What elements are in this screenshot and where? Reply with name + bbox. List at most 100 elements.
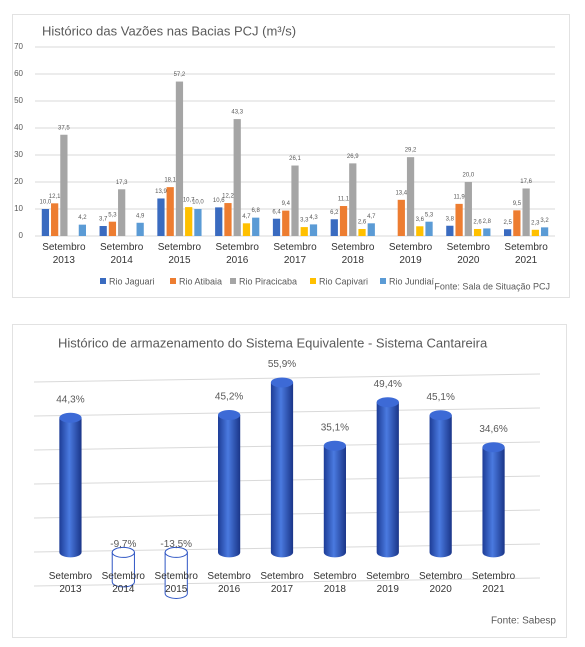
data-label: 4,3 [309,215,318,221]
data-label: 17,3 [116,180,128,186]
data-label: 12,2 [222,194,234,200]
data-label: 2,6 [473,220,482,226]
bar-cap [59,412,82,423]
data-label: 10,0 [192,200,204,206]
data-label: 18,1 [164,178,176,184]
data-label: -9,7% [110,539,136,550]
x-tick-label: Setembro 2016 [215,242,259,266]
bar-cap [270,377,294,388]
legend-swatch [310,278,316,284]
legend-label: Rio Atibaia [179,276,222,286]
bar [242,223,251,236]
x-tick-label: Setembro 2020 [446,242,490,266]
bar-cap [323,440,346,451]
bar [166,187,174,236]
y-tick-label: 10 [14,204,23,213]
data-label: 3,8 [446,216,455,222]
data-label: 45,2% [215,392,243,403]
bar [175,81,184,236]
data-label: 13,4 [395,190,407,196]
data-label: -13,5% [160,539,192,550]
data-label: 37,5 [58,125,70,131]
bar [194,209,202,236]
bar [300,227,308,236]
x-tick-label: Setembro 2018 [313,571,357,595]
data-label: 2,6 [358,220,367,226]
data-label: 6,2 [330,210,339,216]
data-label: 13,9 [155,189,167,195]
data-label: 10,6 [213,198,225,204]
bar [323,445,346,558]
bar [291,165,299,236]
bar [482,447,505,558]
bar [473,228,482,236]
x-tick-label: Setembro 2013 [42,242,86,266]
data-label: 3,6 [416,217,425,223]
bar [397,199,405,236]
bar [446,225,454,236]
bar [540,227,549,236]
data-label: 6,4 [272,209,281,215]
data-label: 5,3 [108,212,117,218]
data-label: 2,8 [483,219,492,225]
bar [51,203,59,236]
bar [455,203,463,236]
data-label: 17,6 [520,179,532,185]
bar [218,414,241,558]
bar-cap [482,442,505,453]
bar [41,209,50,236]
bar [483,228,491,236]
y-tick-label: 70 [14,42,23,51]
data-label: 49,4% [374,379,402,390]
bar [272,218,281,236]
bar [270,382,294,558]
data-label: 3,3 [300,218,309,224]
legend-label: Rio Jaguari [109,276,155,286]
bar [504,229,512,236]
bar [164,551,188,599]
bar [339,206,348,236]
bar [464,182,472,236]
y-tick-label: 20 [14,177,23,186]
data-label: 44,3% [56,394,84,405]
data-label: 20,0 [462,173,474,179]
x-tick-label: Setembro 2020 [418,571,463,595]
bar [349,163,357,236]
bar [531,229,539,236]
bar [513,210,521,236]
legend-swatch [230,278,236,284]
x-tick-label: Setembro 2017 [260,571,304,595]
data-label: 4,7 [242,214,251,220]
y-tick-label: 30 [14,150,23,159]
data-label: 43,3 [231,110,243,116]
data-label: 6,8 [252,208,261,214]
bar-cap [111,546,135,558]
bar-cap [164,546,188,558]
x-tick-label: Setembro 2019 [366,571,410,595]
x-tick-label: Setembro 2015 [154,571,198,595]
data-label: 35,1% [321,422,349,433]
data-label: 4,2 [78,215,87,221]
bar [252,217,260,236]
data-label: 11,1 [338,197,350,203]
bar [425,221,433,236]
bar [330,219,338,236]
data-label: 10,7 [183,198,195,204]
bar [376,402,399,558]
x-tick-label: Setembro 2019 [388,242,433,266]
bar [60,134,68,236]
bar [406,157,415,236]
data-label: 10,0 [40,200,52,206]
data-label: 45,1% [426,392,454,403]
y-tick-label: 0 [19,231,24,240]
bar [136,222,144,236]
data-label: 2,3 [531,220,540,226]
data-label: 9,5 [513,201,522,207]
x-tick-label: Setembro 2016 [207,571,251,595]
bar-cap [376,397,399,408]
legend-swatch [380,278,386,284]
data-label: 3,7 [99,217,108,223]
bar [108,221,117,236]
x-tick-label: Setembro 2015 [157,242,202,266]
